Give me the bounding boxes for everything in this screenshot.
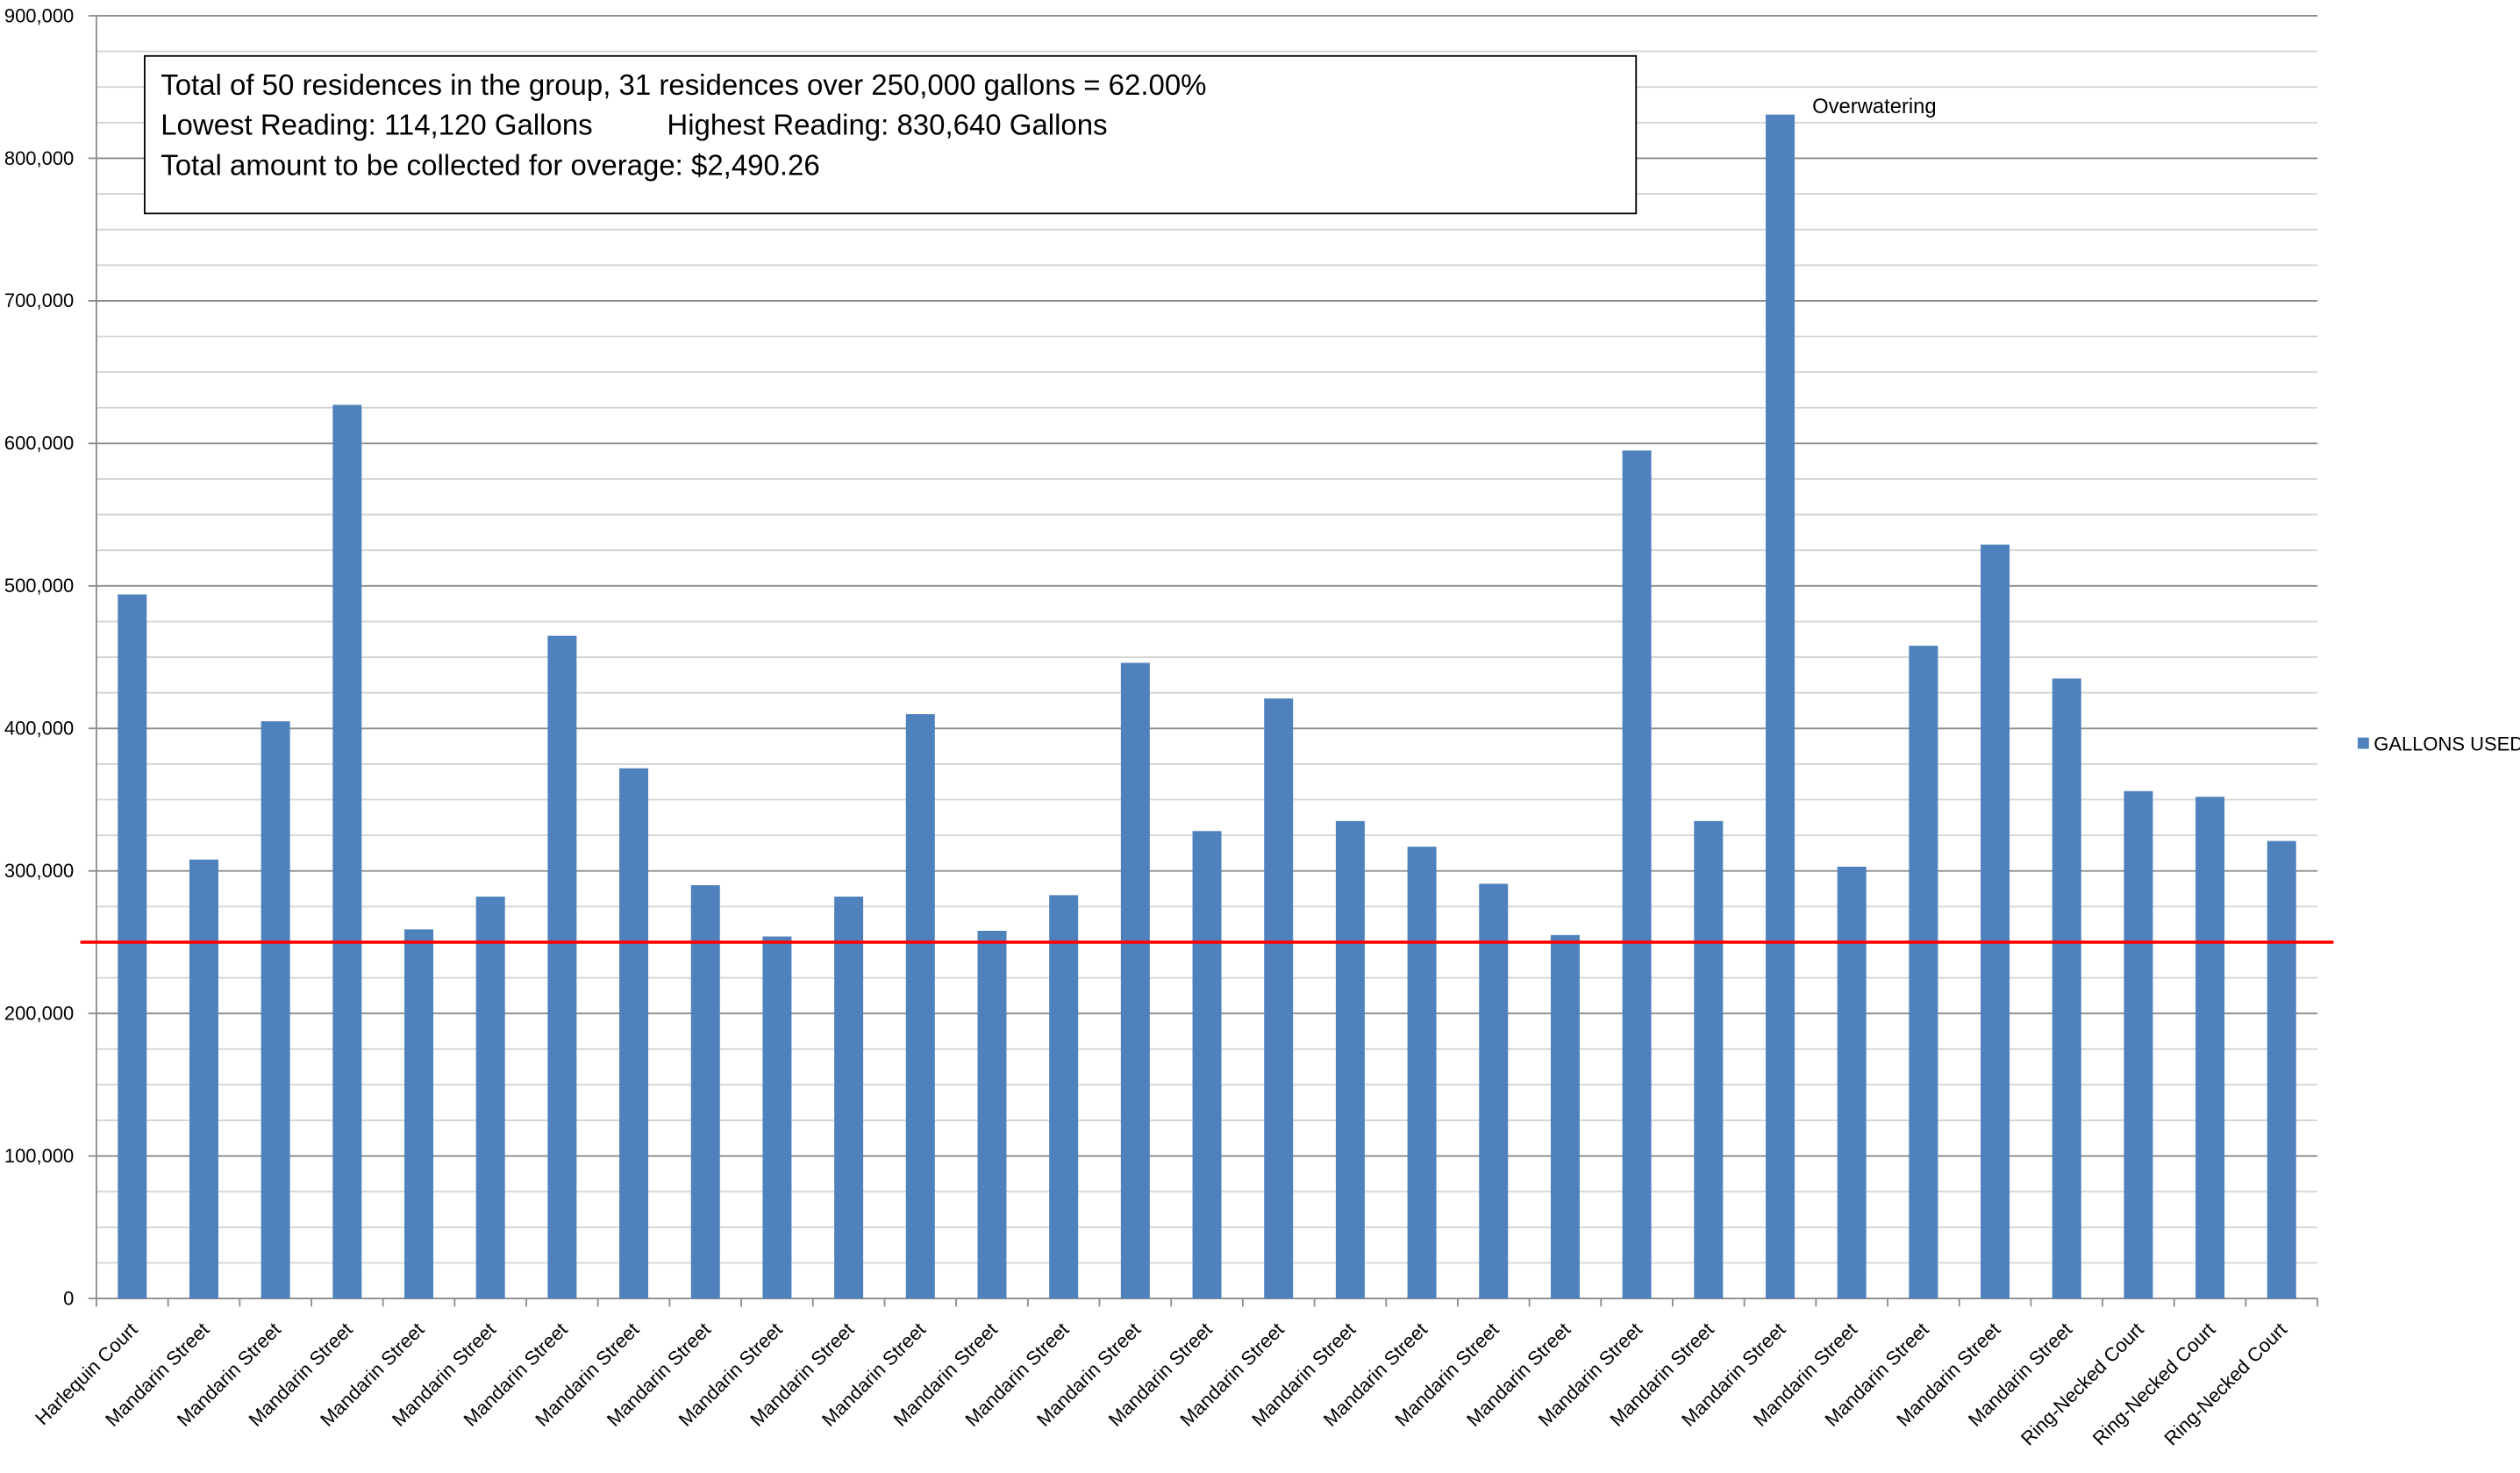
bar [1694, 820, 1724, 1299]
annotation: Overwatering [1812, 95, 1937, 118]
bar [905, 714, 935, 1299]
y-tick-label: 300,000 [4, 860, 74, 882]
grid: 0 100,000 200,000 300,000 400,000 500,000 600,… [4, 4, 2520, 1449]
y-tick-label: 200,000 [4, 1003, 74, 1025]
bar [690, 884, 720, 1299]
y-tick-label: 400,000 [4, 718, 74, 740]
y-tick-label: 800,000 [4, 147, 74, 169]
bar [762, 936, 792, 1299]
x-tick-label: Ring-Necked Court [2017, 1319, 2148, 1450]
bar [2052, 678, 2081, 1299]
bar [1766, 114, 1795, 1299]
bar [1120, 662, 1150, 1299]
x-tick-label: Ring-Necked Court [2159, 1319, 2291, 1450]
bar [2195, 797, 2225, 1299]
bar [1479, 883, 1509, 1299]
x-tick-label: Ring-Necked Court [2088, 1319, 2220, 1450]
bar [1192, 831, 1222, 1299]
bar [261, 721, 290, 1299]
y-tick-label: 700,000 [4, 290, 74, 311]
bar [475, 896, 505, 1299]
bar [332, 404, 362, 1299]
bar [404, 929, 434, 1299]
bar [1981, 544, 2010, 1299]
bar [1264, 698, 1294, 1299]
y-tick-label: 0 [63, 1287, 74, 1309]
bar [1407, 847, 1437, 1299]
info-line: Total amount to be collected for overage… [161, 148, 819, 181]
bar [1335, 820, 1365, 1299]
bar [189, 859, 218, 1299]
y-tick-label: 600,000 [4, 433, 74, 454]
bar [1049, 895, 1079, 1299]
bar [1837, 866, 1867, 1299]
bar [1622, 450, 1652, 1299]
bar [118, 594, 147, 1299]
y-tick-label: 100,000 [4, 1145, 74, 1167]
bar [547, 635, 577, 1299]
y-tick-label: 900,000 [4, 4, 74, 26]
info-box [143, 54, 1638, 215]
info-line: Highest Reading: 830,640 Gallons [667, 109, 1107, 141]
bar [834, 896, 864, 1299]
info-line: Total of 50 residences in the group, 31 … [161, 68, 1206, 101]
bar [2124, 790, 2153, 1299]
legend-swatch [2357, 737, 2369, 749]
bar [1909, 646, 1938, 1299]
legend-label: GALLONS USED [2374, 733, 2520, 754]
y-tick-label: 500,000 [4, 575, 74, 597]
bar [2267, 840, 2296, 1299]
bar [977, 930, 1007, 1299]
info-line: Lowest Reading: 114,120 Gallons [161, 109, 592, 141]
bar [1550, 934, 1580, 1299]
bar [619, 768, 649, 1299]
